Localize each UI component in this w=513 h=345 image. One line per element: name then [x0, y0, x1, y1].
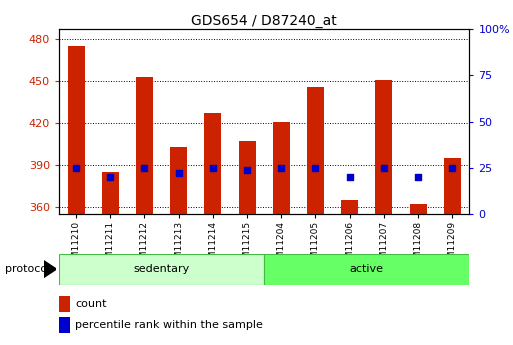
- Bar: [376, 80, 392, 214]
- Bar: [68, 46, 85, 214]
- Text: sedentary: sedentary: [133, 264, 190, 274]
- FancyBboxPatch shape: [264, 254, 469, 285]
- Title: GDS654 / D87240_at: GDS654 / D87240_at: [191, 14, 337, 28]
- Text: active: active: [350, 264, 384, 274]
- Bar: [341, 200, 358, 214]
- Bar: [273, 122, 290, 214]
- Point: [380, 165, 388, 170]
- Polygon shape: [44, 261, 56, 277]
- Bar: [409, 204, 427, 214]
- Bar: [444, 158, 461, 214]
- Point: [243, 167, 251, 172]
- Bar: [170, 147, 187, 214]
- Bar: [102, 172, 119, 214]
- Text: percentile rank within the sample: percentile rank within the sample: [75, 320, 263, 330]
- Point: [311, 165, 320, 170]
- Text: count: count: [75, 299, 107, 309]
- Point: [346, 174, 354, 180]
- Text: protocol: protocol: [5, 264, 50, 274]
- Bar: [307, 87, 324, 214]
- Point: [277, 165, 285, 170]
- Point: [414, 174, 422, 180]
- Bar: [59, 317, 70, 333]
- Bar: [59, 296, 70, 312]
- Point: [448, 165, 457, 170]
- Point: [174, 170, 183, 176]
- FancyBboxPatch shape: [59, 254, 264, 285]
- Point: [209, 165, 217, 170]
- Bar: [239, 141, 255, 214]
- Point: [141, 165, 149, 170]
- Point: [72, 165, 80, 170]
- Bar: [204, 113, 222, 214]
- Bar: [136, 77, 153, 214]
- Point: [106, 174, 114, 180]
